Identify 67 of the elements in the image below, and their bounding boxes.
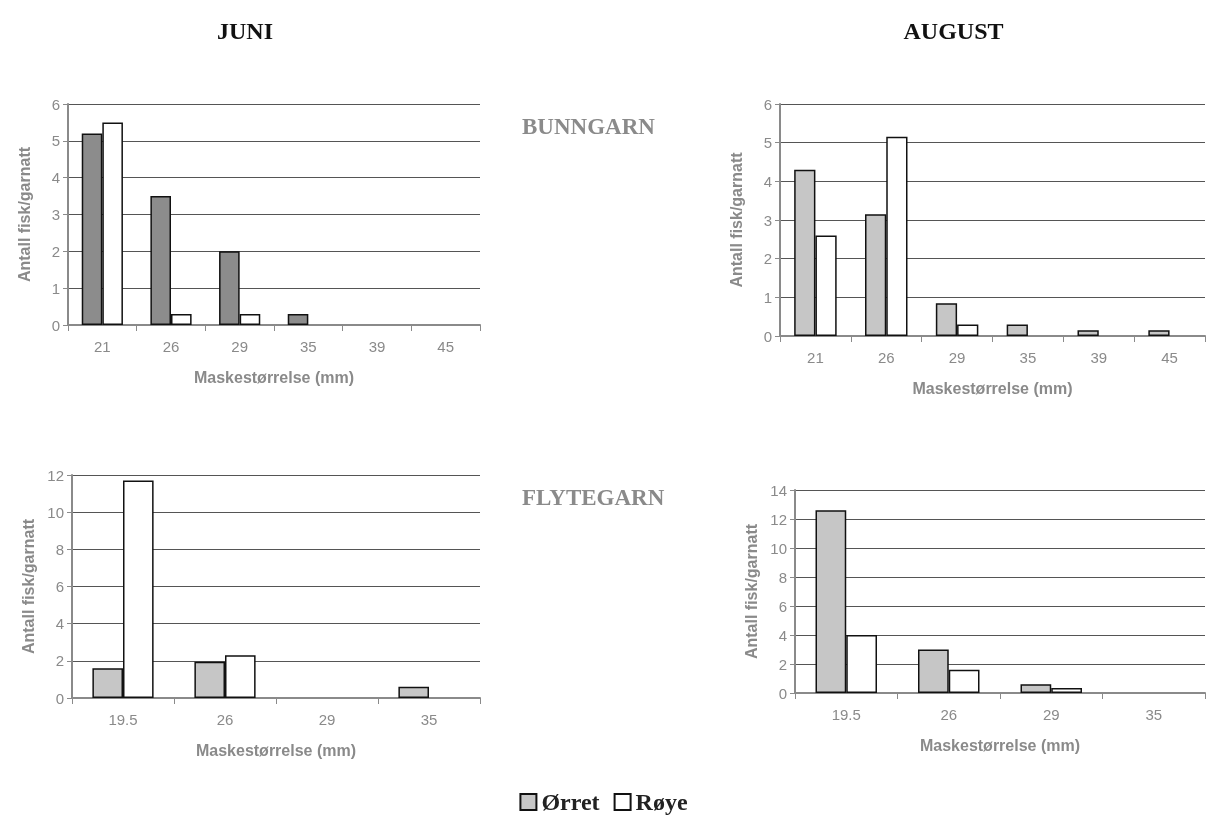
x-tick-label: 29 — [1042, 706, 1060, 723]
y-tick-label: 14 — [770, 481, 787, 499]
x-tick-label: 26 — [940, 706, 958, 723]
y-tick-label: 0 — [763, 327, 772, 345]
x-tick-label: 39 — [1090, 349, 1108, 366]
x-tick-label: 26 — [877, 349, 895, 366]
x-tick-label: 21 — [93, 338, 111, 355]
y-tick-label: 4 — [778, 626, 787, 644]
x-tick-label: 45 — [1161, 349, 1178, 366]
y-axis-title: Antall fisk/garnatt — [15, 146, 33, 283]
y-tick-label: 5 — [51, 132, 60, 150]
y-tick-label: 0 — [55, 689, 64, 707]
bar — [1077, 330, 1099, 336]
chart-title: JUNI — [216, 18, 274, 44]
y-tick-label: 0 — [51, 316, 60, 334]
x-axis-title: Maskestørrelse (mm) — [919, 736, 1081, 754]
x-tick-label: 35 — [420, 711, 438, 728]
x-axis-title: Maskestørrelse (mm) — [912, 379, 1073, 397]
y-tick-label: 10 — [47, 503, 64, 521]
y-axis-title: Antall fisk/garnatt — [727, 151, 745, 288]
y-tick-label: 2 — [55, 652, 64, 670]
y-tick-label: 6 — [55, 578, 64, 595]
y-tick-label: 8 — [778, 568, 787, 586]
y-tick-label: 1 — [763, 288, 772, 306]
y-tick-label: 0 — [778, 684, 787, 702]
x-tick-label: 26 — [216, 711, 234, 728]
y-tick-label: 5 — [763, 134, 772, 152]
y-tick-label: 1 — [51, 279, 60, 297]
y-axis-title: Antall fisk/garnatt — [19, 518, 37, 655]
x-tick-label: 26 — [162, 338, 180, 355]
y-tick-label: 6 — [778, 597, 787, 615]
y-tick-label: 2 — [763, 250, 772, 268]
bar — [1006, 324, 1028, 336]
x-tick-label: 35 — [1145, 706, 1163, 723]
legend-label: Ørret — [541, 789, 600, 815]
text: BUNNGARN — [522, 114, 655, 140]
x-tick-label: 19.5 — [108, 711, 138, 728]
y-tick-label: 8 — [55, 540, 64, 558]
x-tick-label: 29 — [948, 349, 966, 366]
y-tick-label: 2 — [51, 242, 60, 260]
y-tick-label: 4 — [55, 615, 64, 633]
x-tick-label: 35 — [1019, 349, 1037, 366]
x-tick-label: 29 — [231, 338, 249, 355]
chart-title: AUGUST — [903, 18, 1004, 44]
y-tick-label: 3 — [51, 206, 60, 223]
y-tick-label: 12 — [770, 510, 787, 528]
y-tick-label: 4 — [763, 172, 772, 190]
y-tick-label: 2 — [778, 655, 787, 673]
x-axis-title: Maskestørrelse (mm) — [193, 368, 355, 386]
legend-label: Røye — [635, 789, 688, 815]
text: FLYTEGARN — [522, 485, 665, 511]
x-tick-label: 29 — [318, 711, 336, 728]
x-axis-title: Maskestørrelse (mm) — [195, 741, 357, 759]
x-tick-label: 21 — [807, 349, 824, 366]
x-tick-label: 35 — [299, 338, 317, 355]
y-tick-label: 4 — [51, 169, 60, 187]
y-tick-label: 12 — [47, 466, 64, 484]
bar — [398, 686, 429, 698]
y-tick-label: 6 — [51, 95, 60, 113]
y-tick-label: 10 — [770, 539, 787, 557]
x-tick-label: 45 — [437, 338, 455, 355]
x-tick-label: 39 — [368, 338, 386, 355]
y-axis-title: Antall fisk/garnatt — [742, 523, 760, 660]
y-tick-label: 6 — [763, 95, 772, 113]
x-tick-label: 19.5 — [831, 706, 861, 723]
bar — [1148, 330, 1170, 336]
y-tick-label: 3 — [763, 211, 772, 229]
